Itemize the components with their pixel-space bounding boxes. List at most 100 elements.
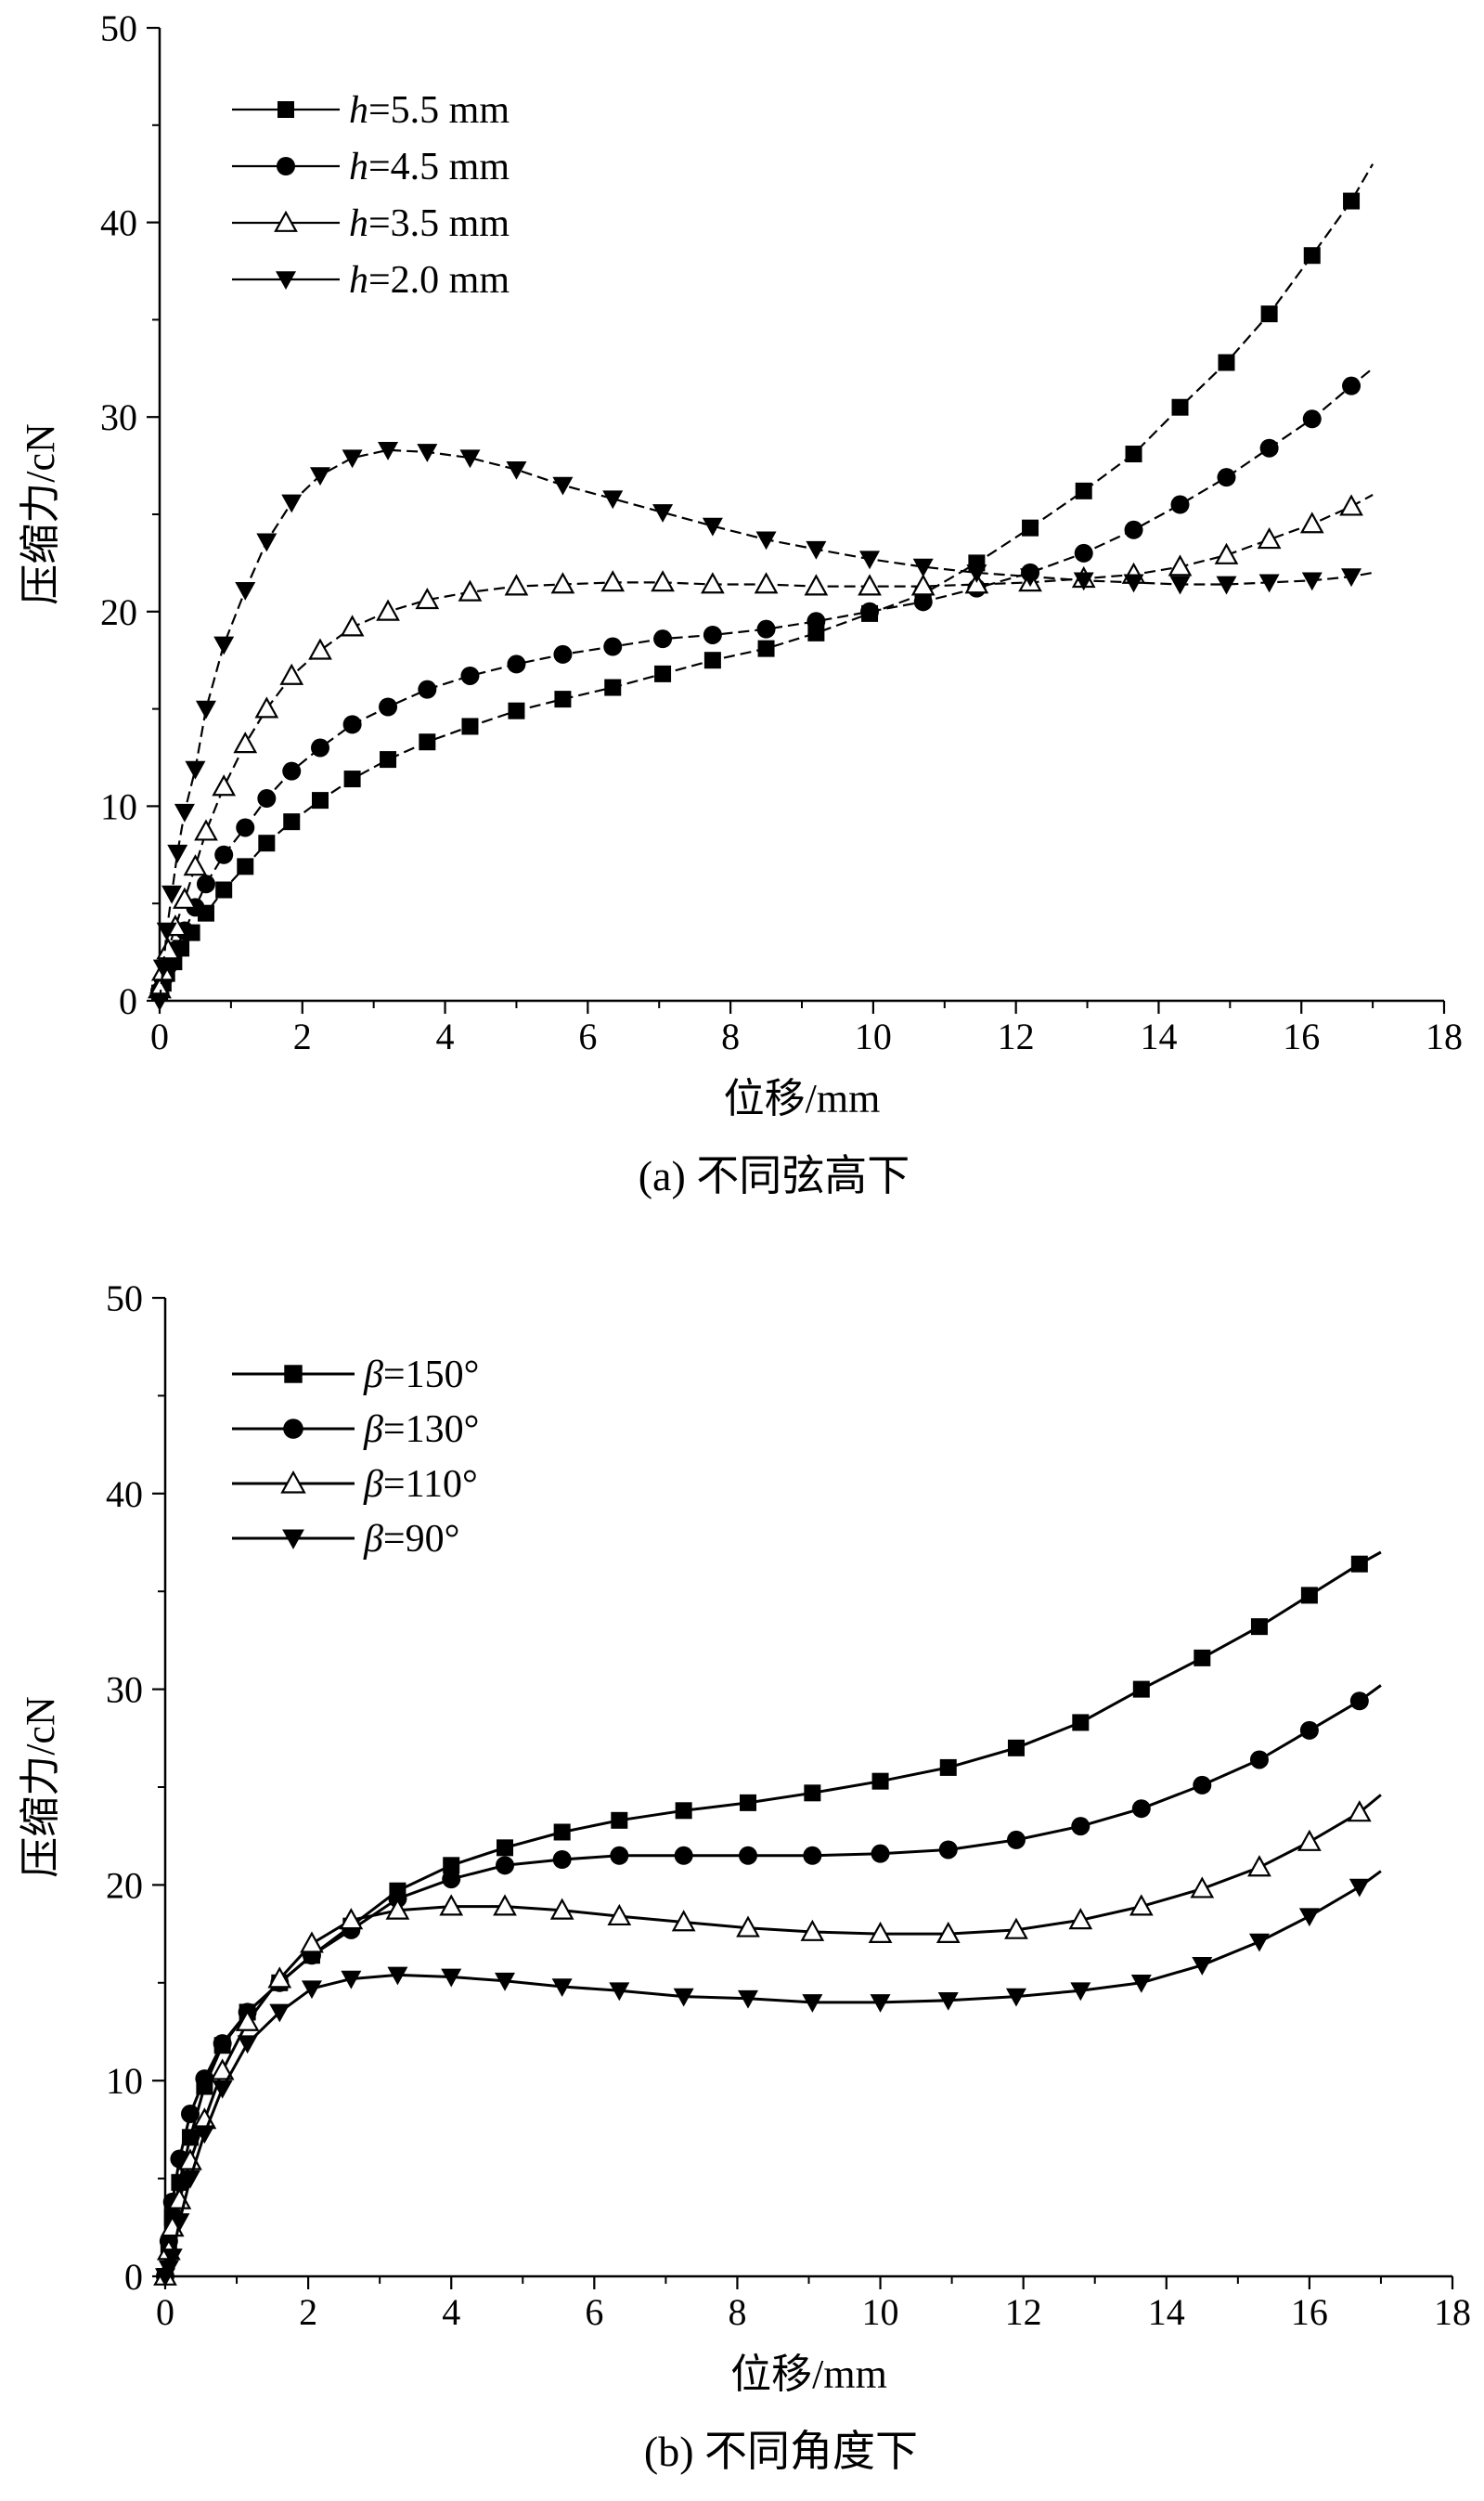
data-point (938, 1840, 958, 1860)
data-point (1349, 1691, 1369, 1711)
data-point (554, 691, 572, 708)
data-point (185, 760, 206, 780)
data-point (860, 602, 880, 621)
legend-entry: β=150° (232, 1354, 479, 1396)
legend-entry: h=4.5 mm (232, 146, 510, 188)
data-point (1259, 438, 1279, 458)
data-point (310, 467, 330, 486)
data-point (183, 854, 208, 876)
x-tick-label: 16 (1283, 1016, 1320, 1057)
x-tick-label: 8 (728, 2291, 746, 2333)
data-point (859, 551, 881, 570)
data-point (552, 1849, 572, 1869)
chart-panel-a: 0 2 4 6 8 10 12 14 16 18 0 10 20 30 40 50 位移/mm 压缩力/cN (a)… (18, 7, 1463, 1199)
data-point (871, 1772, 889, 1790)
x-tick-label: 2 (293, 1016, 312, 1057)
data-point (1250, 1618, 1268, 1636)
y-tick-label: 20 (100, 591, 137, 633)
legend-marker (274, 210, 298, 232)
data-point (1299, 512, 1324, 534)
data-point (654, 665, 672, 682)
data-point (254, 696, 279, 719)
legend-marker (280, 1470, 306, 1494)
data-point (551, 1978, 573, 1998)
data-point (1125, 446, 1142, 463)
data-point (1170, 495, 1190, 514)
data-point (507, 654, 526, 674)
data-point (214, 845, 234, 864)
legend-entry: β=130° (232, 1408, 479, 1451)
x-tick-label: 12 (998, 1016, 1035, 1057)
data-point (603, 637, 623, 656)
x-tick-label: 16 (1291, 2291, 1328, 2333)
data-point (212, 2080, 233, 2099)
y-axis-title: 压缩力/cN (18, 1696, 63, 1878)
data-point (739, 1846, 758, 1865)
data-point (439, 1894, 464, 1916)
data-point (607, 1903, 632, 1926)
data-point (1217, 468, 1236, 487)
x-tick-label: 8 (721, 1016, 740, 1057)
data-point (194, 2125, 215, 2145)
series-line (158, 448, 1374, 1002)
x-axis-title: 位移/mm (724, 1076, 881, 1121)
legend-label: β=90° (363, 1518, 459, 1561)
data-point (376, 599, 400, 621)
data-point (174, 803, 195, 823)
data-point (461, 718, 479, 735)
data-point (269, 2003, 290, 2023)
y-tick-label: 30 (106, 1669, 143, 1711)
data-point (1132, 1680, 1150, 1698)
data-point (282, 761, 302, 781)
data-point (312, 792, 329, 810)
data-point (1343, 192, 1361, 210)
y-axis-title: 压缩力/cN (18, 423, 63, 605)
data-point (283, 813, 301, 831)
y-tick-label: 30 (100, 396, 137, 438)
data-point (1297, 1829, 1322, 1851)
data-point (158, 2260, 179, 2279)
x-tick-label: 12 (1005, 2291, 1042, 2333)
data-point (443, 1857, 460, 1874)
data-point (740, 1794, 757, 1811)
x-tick-label: 6 (585, 2291, 603, 2333)
data-point (418, 680, 437, 699)
data-point (1074, 543, 1093, 563)
data-point (604, 679, 622, 696)
x-tick-label: 18 (1434, 2291, 1471, 2333)
data-point (671, 1910, 696, 1932)
panel-caption: (a) 不同弦高下 (639, 1152, 910, 1199)
data-point (756, 619, 776, 639)
legend-label: h=5.5 mm (349, 89, 510, 132)
data-point (339, 1908, 364, 1930)
series-h=4.5 mm (150, 367, 1374, 1001)
data-point (1194, 1649, 1211, 1666)
x-tick-label: 14 (1148, 2291, 1185, 2333)
data-point (495, 1972, 516, 1991)
data-point (415, 587, 440, 610)
data-point (738, 1989, 759, 2009)
data-point (342, 449, 363, 469)
data-point (804, 1784, 821, 1802)
data-point (236, 818, 255, 837)
legend-label: h=2.0 mm (349, 259, 510, 302)
data-point (441, 1968, 462, 1988)
data-point (1342, 376, 1361, 395)
series-β=90° (155, 1870, 1382, 2287)
y-tick-label: 0 (119, 980, 137, 1022)
data-point (1071, 1817, 1090, 1836)
data-point (1214, 542, 1239, 564)
data-point (1350, 1555, 1368, 1573)
data-point (1193, 1775, 1212, 1795)
data-point (152, 959, 174, 978)
data-point (754, 572, 779, 594)
data-point (1192, 1957, 1213, 1976)
data-point (1129, 1894, 1154, 1916)
data-point (800, 1919, 825, 1941)
legend-entry: β=110° (232, 1463, 478, 1506)
data-point (301, 1980, 322, 2000)
data-point (703, 652, 721, 669)
data-point (703, 625, 722, 644)
data-point (602, 490, 624, 510)
